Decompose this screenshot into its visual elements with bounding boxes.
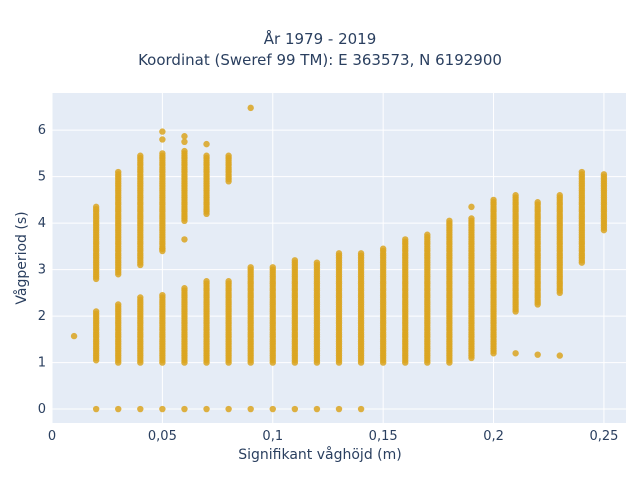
data-point xyxy=(225,278,232,285)
y-axis-label: Vågperiod (s) xyxy=(14,211,30,305)
data-point xyxy=(600,171,608,178)
data-point xyxy=(424,231,431,238)
data-point xyxy=(556,192,563,199)
data-point xyxy=(159,150,166,157)
data-point xyxy=(534,351,541,358)
data-point xyxy=(291,405,299,413)
x-tick-label: 0,25 xyxy=(589,429,618,444)
data-point xyxy=(578,168,586,176)
data-point xyxy=(70,332,78,340)
data-point xyxy=(357,405,365,413)
data-point xyxy=(159,136,166,143)
data-point xyxy=(512,192,519,199)
data-point xyxy=(137,405,144,413)
y-tick-label: 6 xyxy=(38,123,46,138)
x-tick-label: 0,05 xyxy=(148,429,177,444)
y-tick-label: 2 xyxy=(38,309,46,324)
data-point xyxy=(115,405,122,413)
data-point xyxy=(92,203,100,211)
x-tick-label: 0,1 xyxy=(262,429,283,444)
data-point xyxy=(335,405,343,413)
data-point xyxy=(181,138,188,146)
data-point xyxy=(490,196,497,204)
x-tick-label: 0,15 xyxy=(369,429,398,444)
data-point xyxy=(313,405,321,413)
y-tick-label: 5 xyxy=(38,170,46,185)
data-point xyxy=(203,278,210,285)
data-point xyxy=(556,352,563,359)
data-point xyxy=(269,264,276,271)
x-axis-label: Signifikant våghöjd (m) xyxy=(238,447,402,463)
data-point xyxy=(115,168,122,176)
chart-title: År 1979 - 2019 xyxy=(263,30,377,48)
data-point xyxy=(446,217,453,225)
data-point xyxy=(181,236,188,243)
data-point xyxy=(159,405,166,413)
data-point xyxy=(92,405,100,413)
data-point xyxy=(159,291,166,299)
data-point xyxy=(313,259,321,266)
data-point xyxy=(181,147,188,155)
data-point xyxy=(468,203,475,211)
x-tick-label: 0,2 xyxy=(483,429,504,444)
data-point xyxy=(512,350,519,357)
data-point xyxy=(247,405,254,413)
data-point xyxy=(203,152,210,159)
chart-subtitle: Koordinat (Sweref 99 TM): E 363573, N 61… xyxy=(138,51,502,69)
data-point xyxy=(225,152,232,159)
data-point xyxy=(269,405,276,413)
y-tick-label: 4 xyxy=(38,216,46,231)
data-point xyxy=(181,285,188,292)
data-point xyxy=(357,250,365,257)
data-point xyxy=(203,140,210,148)
data-point xyxy=(335,250,343,257)
data-point xyxy=(247,264,254,271)
data-point xyxy=(247,104,254,112)
data-point xyxy=(92,308,100,315)
data-point xyxy=(225,405,232,413)
x-tick-label: 0 xyxy=(48,429,56,444)
y-tick-label: 0 xyxy=(38,402,46,417)
y-tick-label: 3 xyxy=(38,263,46,278)
data-point xyxy=(115,301,122,308)
y-tick-label: 1 xyxy=(38,356,46,371)
data-point xyxy=(203,405,210,413)
data-point xyxy=(402,236,409,243)
data-point xyxy=(159,245,166,252)
data-point xyxy=(137,294,144,301)
data-point xyxy=(159,128,166,135)
data-point xyxy=(137,152,144,159)
data-point xyxy=(468,215,475,222)
data-point xyxy=(181,133,188,140)
data-point xyxy=(379,245,387,252)
data-point xyxy=(291,257,299,264)
data-point xyxy=(181,405,188,413)
data-point xyxy=(534,199,541,206)
